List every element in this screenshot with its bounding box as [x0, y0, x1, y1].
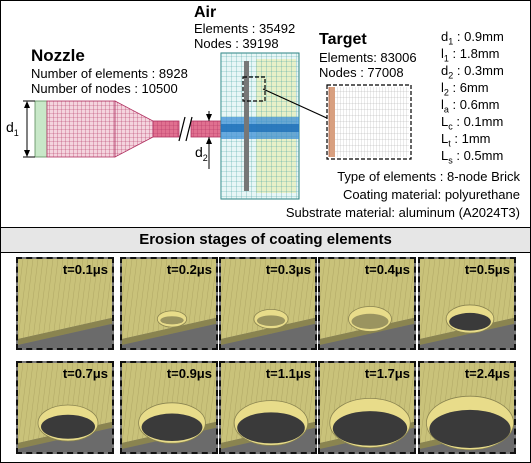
target-zoom-mesh — [326, 84, 412, 160]
param-d1: d1 : 0.9mm — [441, 29, 504, 47]
target-nodes: Nodes : 77008 — [319, 65, 404, 80]
erosion-stage-panel: t=0.2μs — [120, 257, 218, 350]
param-l1: l1 : 1.8mm — [441, 46, 500, 64]
d1-dimension — [23, 100, 35, 158]
stage-time-label: t=0.4μs — [364, 262, 410, 277]
air-elements: Elements : 35492 — [194, 21, 296, 36]
substrate-material: Substrate material: aluminum (A2024T3) — [285, 205, 520, 220]
zoom-box — [242, 76, 266, 102]
param-lt: Lt : 1mm — [441, 131, 491, 149]
erosion-stage-panel: t=1.7μs — [318, 361, 416, 454]
stages-header-band — [1, 228, 530, 253]
coating-erosion-render — [18, 259, 112, 348]
d2-label: d2 — [195, 144, 208, 163]
stage-time-label: t=0.7μs — [62, 366, 108, 381]
erosion-stage-panel: t=2.4μs — [418, 361, 516, 454]
section-divider — [1, 227, 530, 228]
coating-erosion-render — [221, 363, 315, 452]
nozzle-mesh — [34, 100, 224, 158]
coating-erosion-render — [122, 363, 216, 452]
target-elements: Elements: 83006 — [319, 50, 417, 65]
nozzle-elements: Number of elements : 8928 — [31, 66, 188, 81]
coating-erosion-render — [320, 363, 414, 452]
erosion-stage-panel: t=0.9μs — [120, 361, 218, 454]
coating-erosion-render — [18, 363, 112, 452]
coating-erosion-render — [320, 259, 414, 348]
d1-label: d1 — [6, 119, 19, 138]
stage-time-label: t=1.7μs — [364, 366, 410, 381]
erosion-stage-panel: t=1.1μs — [219, 361, 317, 454]
erosion-stage-panel: t=0.1μs — [16, 257, 114, 350]
target-plate — [244, 61, 249, 191]
erosion-stage-panel: t=0.3μs — [219, 257, 317, 350]
zoom-leader-line — [262, 88, 330, 120]
stage-time-label: t=0.5μs — [464, 262, 510, 277]
element-type: Type of elements : 8-node Brick — [337, 169, 520, 184]
param-d2: d2 : 0.3mm — [441, 63, 504, 81]
erosion-stage-panel: t=0.4μs — [318, 257, 416, 350]
stage-time-label: t=0.9μs — [166, 366, 212, 381]
stage-time-label: t=0.2μs — [166, 262, 212, 277]
target-title: Target — [319, 31, 367, 48]
erosion-stage-panel: t=0.5μs — [418, 257, 516, 350]
coating-erosion-render — [420, 363, 514, 452]
param-lc: Lc : 0.1mm — [441, 114, 504, 132]
erosion-stage-panel: t=0.7μs — [16, 361, 114, 454]
nozzle-title: Nozzle — [31, 46, 85, 65]
nozzle-nodes: Number of nodes : 10500 — [31, 81, 178, 96]
stages-title: Erosion stages of coating elements — [139, 231, 392, 248]
param-ls: Ls : 0.5mm — [441, 148, 504, 166]
coating-material: Coating material: polyurethane — [342, 187, 520, 202]
mesh-setup-diagram — [23, 52, 412, 200]
air-nodes: Nodes : 39198 — [194, 36, 279, 51]
coating-erosion-render — [420, 259, 514, 348]
coating-erosion-render — [221, 259, 315, 348]
air-title: Air — [194, 4, 217, 21]
d2-dimension — [206, 111, 212, 169]
stage-time-label: t=0.1μs — [62, 262, 108, 277]
air-mesh — [220, 52, 330, 200]
coating-erosion-render — [122, 259, 216, 348]
stage-time-label: t=2.4μs — [464, 366, 510, 381]
param-l2: l2 : 6mm — [441, 80, 489, 98]
param-la: la : 0.6mm — [441, 97, 500, 115]
stage-time-label: t=1.1μs — [265, 366, 311, 381]
stage-time-label: t=0.3μs — [265, 262, 311, 277]
